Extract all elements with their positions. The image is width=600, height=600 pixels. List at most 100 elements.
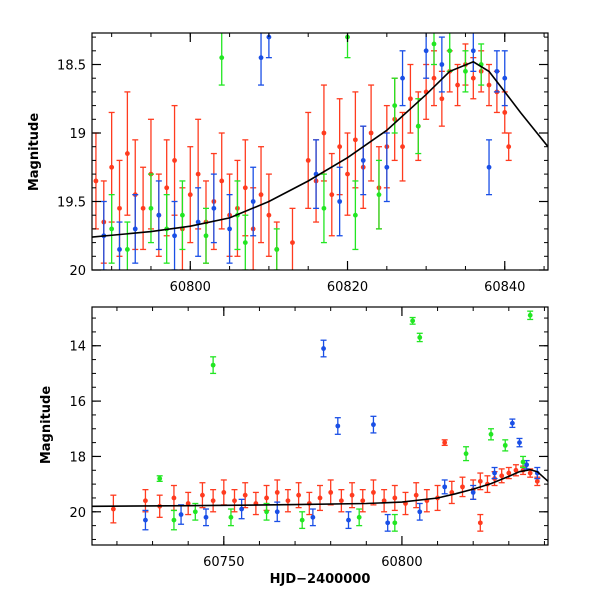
point-marker (352, 137, 358, 143)
point-marker (488, 431, 494, 437)
point-marker (264, 509, 269, 515)
y-tick-label: 20 (69, 264, 86, 279)
data-point (488, 428, 494, 441)
point-marker (486, 164, 492, 170)
point-marker (392, 520, 398, 526)
data-point (110, 494, 117, 524)
data-point (124, 91, 131, 216)
point-marker (417, 509, 423, 515)
point-marker (321, 130, 327, 136)
data-point (124, 221, 131, 270)
data-point (391, 513, 398, 532)
data-point (242, 214, 249, 270)
bottom-y-axis-label: Magnitude (39, 386, 54, 465)
model-curve (92, 60, 548, 238)
data-point (289, 207, 296, 270)
point-marker (239, 506, 245, 512)
point-marker (266, 212, 272, 218)
data-point (407, 63, 414, 134)
point-marker (337, 144, 343, 150)
point-marker (360, 498, 366, 504)
point-marker (442, 440, 448, 446)
point-marker (211, 205, 217, 211)
point-marker (93, 178, 99, 184)
point-marker (381, 498, 387, 504)
point-marker (180, 212, 185, 218)
point-marker (143, 498, 148, 504)
data-point (295, 482, 302, 509)
point-marker (299, 517, 305, 523)
data-point (338, 489, 345, 513)
point-marker (305, 158, 311, 163)
point-marker (264, 495, 269, 501)
point-marker (185, 501, 191, 506)
point-marker (513, 467, 519, 473)
point-marker (442, 484, 448, 490)
data-point (327, 479, 334, 506)
point-marker (455, 82, 460, 88)
data-point (438, 36, 445, 93)
point-marker (124, 247, 130, 252)
data-point (116, 221, 123, 270)
point-marker (140, 205, 146, 211)
data-point (273, 228, 280, 270)
point-marker (384, 164, 390, 170)
x-tick-label: 60750 (203, 555, 244, 570)
data-point (306, 491, 313, 516)
point-marker (477, 520, 483, 526)
point-marker (178, 512, 184, 517)
y-tick-label: 19.5 (57, 196, 86, 211)
data-point (309, 508, 316, 527)
point-marker (502, 442, 508, 448)
data-point (226, 194, 233, 264)
point-marker (463, 451, 469, 457)
data-point (344, 132, 351, 216)
point-marker (172, 158, 177, 163)
data-point (493, 50, 500, 93)
point-marker (517, 440, 522, 446)
data-point (360, 125, 367, 196)
data-point (171, 104, 178, 216)
data-point (265, 33, 272, 59)
point-marker (376, 192, 382, 198)
data-point (448, 480, 455, 505)
data-point (218, 132, 225, 230)
point-marker (285, 498, 291, 504)
point-marker (431, 41, 437, 47)
data-point (534, 466, 541, 480)
data-point (299, 511, 306, 530)
point-marker (423, 48, 429, 54)
data-point (263, 502, 270, 521)
data-point (320, 339, 327, 358)
data-point (170, 509, 177, 531)
data-point (238, 498, 245, 520)
data-point (317, 484, 323, 512)
data-point (203, 508, 209, 527)
data-point (140, 166, 147, 251)
point-marker (221, 490, 227, 495)
data-point (384, 513, 391, 532)
point-marker (506, 470, 512, 476)
point-marker (439, 62, 445, 67)
data-point (320, 84, 327, 182)
data-point (199, 482, 206, 509)
point-marker (470, 48, 476, 54)
data-point (352, 91, 359, 189)
data-point (92, 132, 99, 230)
point-marker (371, 422, 376, 428)
data-point (108, 194, 115, 264)
point-marker (109, 164, 115, 170)
point-marker (494, 68, 500, 74)
data-point (170, 484, 177, 512)
point-marker (463, 68, 468, 74)
data-point (383, 132, 390, 203)
data-point (313, 139, 320, 210)
data-point (320, 173, 327, 244)
point-marker (148, 205, 154, 211)
point-marker (266, 34, 272, 40)
data-point (416, 502, 423, 521)
point-marker (242, 185, 248, 191)
data-point (502, 439, 509, 452)
data-point (171, 200, 178, 270)
point-marker (527, 312, 533, 318)
